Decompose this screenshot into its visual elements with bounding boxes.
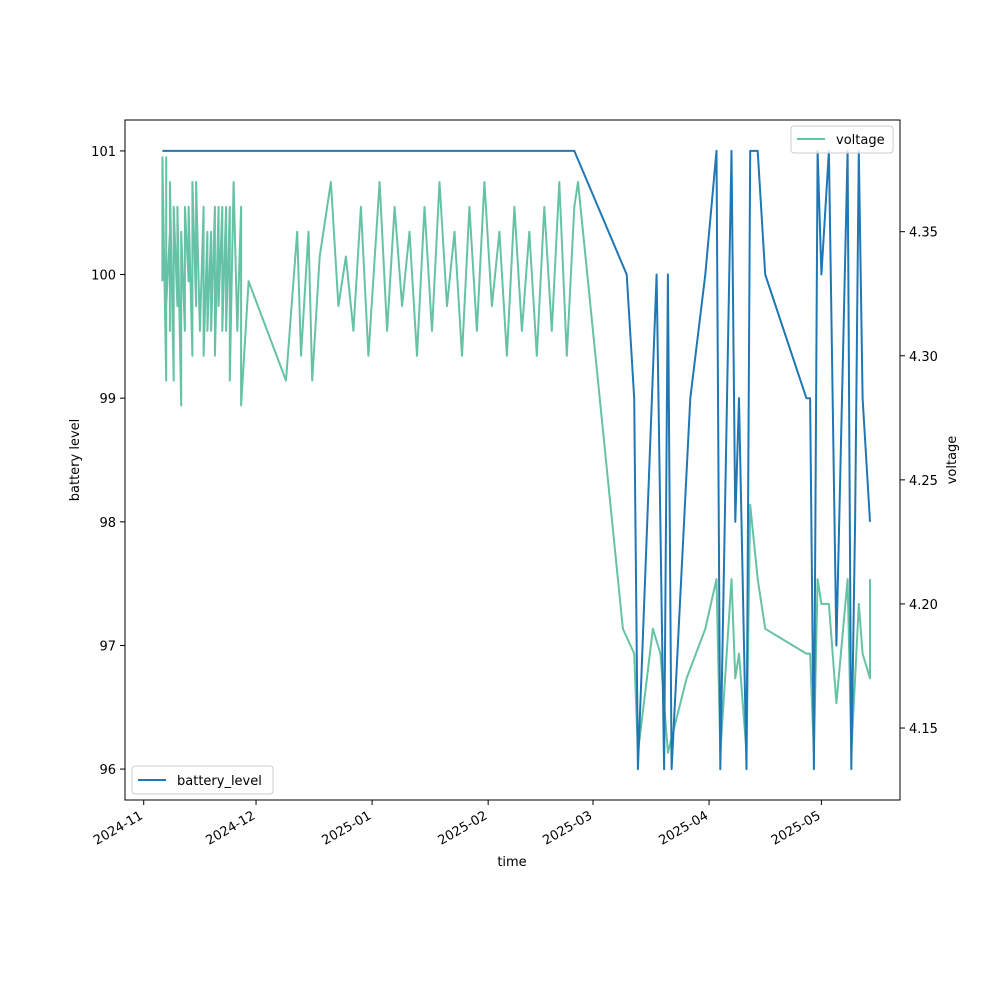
y-right-tick-label: 4.25 [909,474,938,489]
legend-label-battery-level: battery_level [177,774,262,789]
y-axis-left-label: battery level [68,419,83,502]
y-axis-left: 96 97 98 99 100 101 [91,145,125,778]
legend-box [790,125,894,154]
y-right-tick-label: 4.35 [909,226,938,241]
plot-frame [124,119,901,801]
y-axis-right: 4.15 4.20 4.25 4.30 4.35 [900,226,938,737]
y-right-tick-label: 4.15 [909,722,938,737]
legend-battery-level: battery_level [131,765,274,795]
y-left-tick-label: 97 [99,639,116,654]
series-line-battery-level [162,149,871,771]
series-line-voltage [161,156,871,754]
y-left-tick-label: 98 [99,516,116,531]
y-left-tick-label: 96 [99,763,116,778]
plot-lines [161,149,871,771]
y-left-tick-label: 101 [91,145,116,160]
y-right-tick-label: 4.30 [909,350,938,365]
y-axis-right-label: voltage [945,436,960,485]
y-left-tick-label: 100 [91,269,116,284]
x-axis-label: time [497,855,526,870]
legend-label-voltage: voltage [836,133,885,148]
y-left-tick-label: 99 [99,392,116,407]
y-right-tick-label: 4.20 [909,598,938,613]
legend-box [131,765,274,795]
legend-voltage: voltage [790,125,894,154]
